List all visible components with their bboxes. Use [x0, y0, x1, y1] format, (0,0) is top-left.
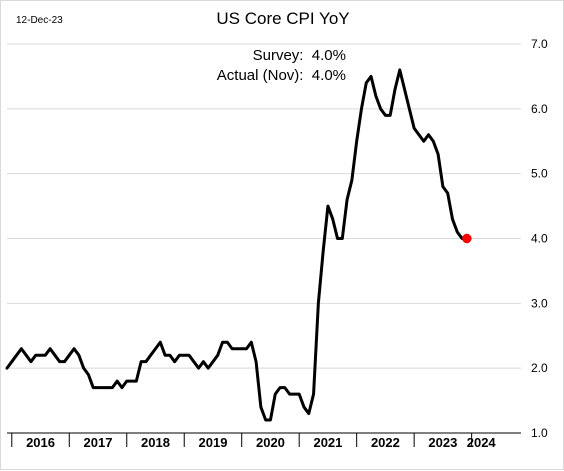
series-line — [5, 68, 469, 422]
y-tick-label: 1.0 — [531, 426, 548, 440]
actual-annotation: Actual (Nov): 4.0% — [216, 67, 346, 84]
y-tick-label: 5.0 — [531, 167, 548, 181]
x-tick-label: 2021 — [313, 435, 342, 450]
latest-point-marker — [462, 233, 472, 244]
x-tick-label: 2023 — [428, 435, 457, 450]
y-tick-label: 4.0 — [531, 232, 548, 246]
y-tick-label: 7.0 — [531, 37, 548, 51]
y-tick-label: 3.0 — [531, 296, 548, 310]
y-tick-label: 6.0 — [531, 102, 548, 116]
x-tick-label: 2019 — [199, 435, 228, 450]
x-tick-label: 2024 — [467, 435, 497, 450]
date-stamp: 12-Dec-23 — [16, 15, 63, 26]
chart-title: US Core CPI YoY — [216, 9, 350, 28]
survey-annotation: Survey: 4.0% — [252, 47, 346, 64]
x-tick-label: 2018 — [141, 435, 170, 450]
x-tick-label: 2022 — [371, 435, 400, 450]
x-tick-label: 2020 — [256, 435, 285, 450]
x-tick-label: 2016 — [26, 435, 55, 450]
x-tick-label: 2017 — [84, 435, 113, 450]
y-tick-label: 2.0 — [531, 361, 548, 375]
